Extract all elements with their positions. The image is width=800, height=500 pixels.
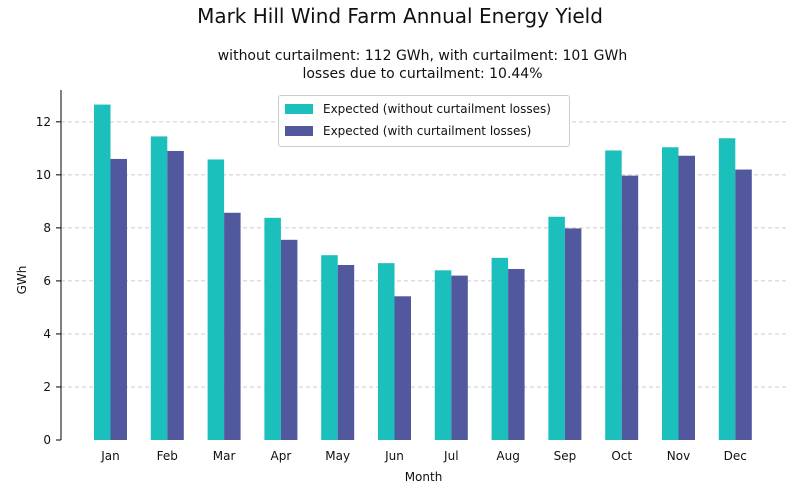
bar-with-curtailment [337, 265, 355, 440]
x-tick-label: Apr [271, 449, 292, 463]
bar-with-curtailment [621, 175, 639, 441]
axes: 0 2 4 6 8 10 12 Jan Feb Mar Apr May Jun Jul Aug Sep Oct N… [15, 90, 747, 484]
bar-without-curtailment [264, 217, 281, 440]
y-tick-label: 8 [43, 221, 51, 235]
y-tick-label: 6 [43, 274, 51, 288]
y-axis-label: GWh [15, 266, 29, 295]
bar-with-curtailment [735, 169, 752, 440]
bar-without-curtailment [321, 255, 338, 440]
legend-swatch-without-curtailment [285, 104, 313, 114]
x-axis-label: Month [405, 470, 443, 484]
x-tick-label: Nov [667, 449, 690, 463]
legend-label-with-curtailment: Expected (with curtailment losses) [323, 124, 532, 138]
bar-without-curtailment [378, 263, 395, 440]
bar-with-curtailment [280, 239, 298, 440]
legend-entry-without-curtailment: Expected (without curtailment losses) [285, 101, 551, 117]
legend-label-without-curtailment: Expected (without curtailment losses) [323, 102, 551, 116]
bar-with-curtailment [678, 155, 695, 440]
x-tick-label: May [325, 449, 350, 463]
bar-with-curtailment [224, 212, 241, 440]
legend-entry-with-curtailment: Expected (with curtailment losses) [285, 123, 531, 139]
bar-without-curtailment [94, 104, 111, 440]
y-tick-label: 10 [36, 168, 51, 182]
chart-subtitle-line2: losses due to curtailment: 10.44% [302, 66, 543, 82]
bar-without-curtailment [434, 270, 452, 440]
x-tick-label: Mar [213, 449, 236, 463]
bars [94, 104, 752, 441]
bar-with-curtailment [394, 296, 411, 440]
bar-with-curtailment [110, 158, 127, 440]
x-tick-label: Dec [724, 449, 747, 463]
x-tick-label: Feb [157, 449, 178, 463]
bar-without-curtailment [207, 159, 225, 440]
x-tick-label: Jan [100, 449, 120, 463]
bar-without-curtailment [548, 216, 565, 440]
y-tick-label: 2 [43, 380, 51, 394]
chart-title: Mark Hill Wind Farm Annual Energy Yield [197, 4, 603, 28]
bar-without-curtailment [150, 136, 168, 440]
x-tick-label: Jul [443, 449, 458, 463]
legend: Expected (without curtailment losses) Ex… [278, 95, 570, 147]
x-tick-label: Jun [384, 449, 404, 463]
bar-without-curtailment [491, 257, 509, 440]
y-tick-label: 0 [43, 433, 51, 447]
x-tick-label: Aug [496, 449, 519, 463]
bar-with-curtailment [564, 228, 582, 440]
bar-without-curtailment [718, 138, 736, 440]
bar-with-curtailment [508, 268, 525, 440]
bar-without-curtailment [605, 150, 622, 441]
y-tick-label: 12 [36, 115, 51, 129]
legend-swatch-with-curtailment [285, 126, 313, 136]
bar-with-curtailment [167, 150, 184, 440]
y-tick-label: 4 [43, 327, 51, 341]
bar-without-curtailment [662, 147, 679, 441]
bar-with-curtailment [451, 275, 468, 440]
chart-subtitle-line1: without curtailment: 112 GWh, with curta… [217, 48, 628, 64]
x-tick-label: Sep [554, 449, 577, 463]
x-tick-label: Oct [611, 449, 632, 463]
